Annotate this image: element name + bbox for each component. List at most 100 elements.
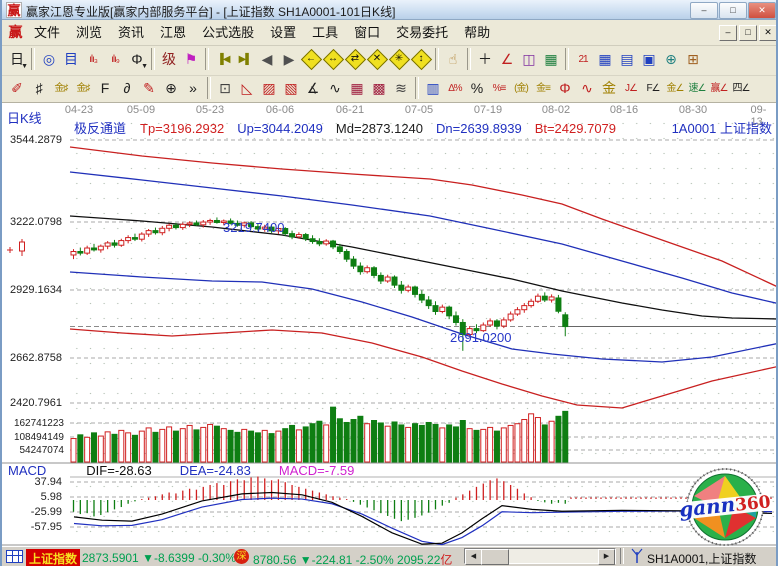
angle-gold-button[interactable]: 金∠ <box>666 83 685 94</box>
grid-maroon-button[interactable]: ▦ <box>350 80 364 96</box>
svg-text:gann360: gann360 <box>678 488 772 521</box>
vol-3-button[interactable]: ılı₃ <box>89 54 98 65</box>
zigzag-button[interactable]: ∿ <box>329 80 341 96</box>
gold-tool-button[interactable]: 金 <box>602 80 616 96</box>
gann-fan-button[interactable]: ◺ <box>241 80 253 96</box>
fan-box-2-button[interactable]: ▧ <box>284 80 298 96</box>
scroll-left-arrow[interactable]: ◀ <box>465 549 482 565</box>
scroll-right-arrow[interactable]: ▶ <box>598 549 615 565</box>
mdi-minimize-button[interactable]: – <box>719 25 737 41</box>
compass-button[interactable]: ⊕ <box>165 80 177 96</box>
gutter-marks <box>7 239 25 256</box>
dia-star-button[interactable]: ✳ <box>388 48 411 71</box>
menu-item-江恩[interactable]: 江恩 <box>160 25 187 40</box>
grid-dense-button[interactable]: ▩ <box>372 80 386 96</box>
dia-compress-button[interactable]: ✕ <box>366 48 389 71</box>
gold-circle-button[interactable]: (金) <box>514 83 529 94</box>
date-label: 08-30 <box>678 104 708 116</box>
mdi-close-button[interactable]: ✕ <box>759 25 776 41</box>
dia-leftright-button[interactable]: ↔ <box>322 48 345 71</box>
price-axis-label: 2929.1634 <box>10 284 62 296</box>
angle-f-button[interactable]: F∠ <box>646 83 660 94</box>
notepad-button[interactable]: ▤ <box>620 51 634 67</box>
shenzhen-badge[interactable]: 深 <box>234 549 249 564</box>
menu-item-公式选股[interactable]: 公式选股 <box>202 25 255 40</box>
chart-canvas[interactable] <box>2 103 778 546</box>
dia-left-button[interactable]: ← <box>300 48 323 71</box>
minimize-button[interactable]: – <box>690 2 718 19</box>
menu-item-设置[interactable]: 设置 <box>270 25 297 40</box>
sz-quote: 8780.56 ▼-224.81 -2.50% 2095.22亿 <box>253 553 453 566</box>
date-label: 05-23 <box>195 104 225 116</box>
title-bar[interactable]: 赢 赢家江恩专业版[赢家内部服务平台] - [上证指数 SH1A0001-101… <box>2 0 776 20</box>
calculator-button[interactable]: ▦ <box>598 51 612 67</box>
nav-last-button[interactable]: ▶▌ <box>238 54 253 65</box>
analysis-button[interactable]: 级 <box>162 51 176 67</box>
candle-edit-button[interactable]: Φ <box>559 80 571 96</box>
wave-tool-button[interactable]: ∿ <box>581 80 593 96</box>
close-button[interactable]: ✕ <box>748 2 776 19</box>
menu-item-交易委托[interactable]: 交易委托 <box>396 25 449 40</box>
nav-prev-button[interactable]: ◀ <box>261 51 273 67</box>
scroll-thumb[interactable] <box>481 549 509 565</box>
gold-levels-button[interactable]: 金≡ <box>536 83 551 94</box>
fibonacci-button[interactable]: F <box>100 80 110 96</box>
angle-tool-button[interactable]: ∠ <box>500 51 514 67</box>
candle-style-button[interactable]: Φ ▼ <box>131 51 148 70</box>
date-label: 07-19 <box>473 104 503 116</box>
gold-grid-1-button[interactable]: 金♯ <box>54 83 69 94</box>
toolbar-separator <box>565 48 569 70</box>
date-label: 04-23 <box>64 104 94 116</box>
percent-button[interactable]: % <box>470 80 484 96</box>
draw-ruler-button[interactable]: ✎ <box>143 80 155 96</box>
draw-arrow-button[interactable]: ✐ <box>11 80 23 96</box>
menu-item-窗口[interactable]: 窗口 <box>354 25 381 40</box>
save-disk-button[interactable]: ▣ <box>642 51 656 67</box>
horizontal-scrollbar[interactable]: ◀ ▶ <box>464 548 616 565</box>
spiral-button[interactable]: ∂ <box>123 80 131 96</box>
pct-lines-button[interactable]: %≡ <box>492 83 507 94</box>
angle-win-button[interactable]: 赢∠ <box>710 83 729 94</box>
volume-axis-label: 108494149 <box>13 432 64 443</box>
angle-four-button[interactable]: 四∠ <box>732 83 751 94</box>
box-green-tool-button[interactable]: ▦ <box>544 51 558 67</box>
kline-period-button[interactable]: 日 ▼ <box>10 51 28 70</box>
menu-item-浏览[interactable]: 浏览 <box>76 25 103 40</box>
angle-j-button[interactable]: J∠ <box>625 83 638 94</box>
nav-first-button[interactable]: ▐◀ <box>216 54 231 65</box>
crosshair-tool-button[interactable]: ＋ <box>478 51 492 67</box>
menu-item-帮助[interactable]: 帮助 <box>464 25 491 40</box>
hand-tool-button[interactable]: ☝ <box>448 51 458 67</box>
ruler-vertical-button[interactable]: ▥ <box>426 80 440 96</box>
globe-net-button[interactable]: ⊕ <box>665 51 677 67</box>
toolbar-separator <box>415 77 419 99</box>
quote-table-icon[interactable] <box>6 550 23 563</box>
vol-9-button[interactable]: ılı₉ <box>111 54 120 65</box>
flag-chart-button[interactable]: ⚑ <box>184 51 198 67</box>
notes-panel-button[interactable]: 目 <box>64 51 78 67</box>
dia-updown-button[interactable]: ↕ <box>410 48 433 71</box>
angle-lines-button[interactable]: ∡ <box>306 80 320 96</box>
mdi-restore-button[interactable]: □ <box>739 25 757 41</box>
angle-speed-button[interactable]: 速∠ <box>688 83 707 94</box>
menu-item-工具[interactable]: 工具 <box>312 25 339 40</box>
dia-swap-button[interactable]: ⇄ <box>344 48 367 71</box>
fan-box-1-button[interactable]: ▨ <box>262 80 276 96</box>
zhoubi-tool-button[interactable]: ◎ <box>42 51 56 67</box>
menu-item-文件[interactable]: 文件 <box>34 25 61 40</box>
gold-grid-2-button[interactable]: 金♯ <box>76 83 91 94</box>
box-purple-tool-button[interactable]: ◫ <box>522 51 536 67</box>
nav-next-button[interactable]: ▶ <box>283 51 295 67</box>
calendar-21-button[interactable]: 21 <box>578 54 588 65</box>
gann360-logo: gann360 <box>678 468 772 546</box>
pct-triangle-button[interactable]: ∆% <box>448 83 462 94</box>
gann-box-button[interactable]: ⊡ <box>219 80 231 96</box>
menu-item-资讯[interactable]: 资讯 <box>118 25 145 40</box>
data-truck-button[interactable]: ⊞ <box>687 51 699 67</box>
slant-lines-button[interactable]: ≋ <box>395 80 407 96</box>
maximize-button[interactable]: □ <box>719 2 747 19</box>
macd-value: MACD=-7.59 <box>278 463 355 478</box>
grid-lines-button[interactable]: ♯ <box>35 80 43 96</box>
more-tools-button[interactable]: » <box>189 80 197 96</box>
index-badge[interactable]: 上证指数 <box>26 549 81 566</box>
